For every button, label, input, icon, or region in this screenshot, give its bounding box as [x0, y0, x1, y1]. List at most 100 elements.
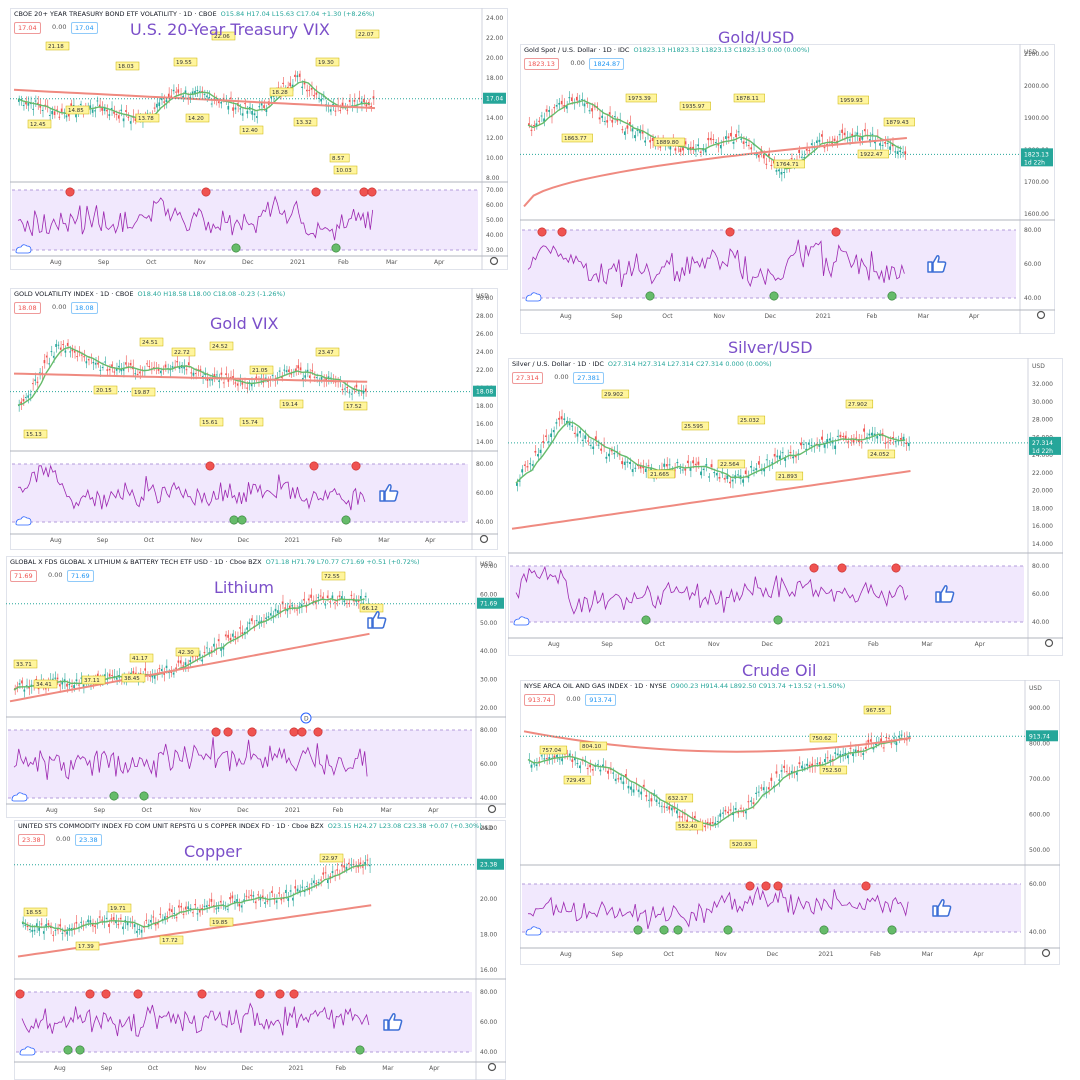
candle — [826, 439, 829, 443]
buy-price[interactable]: 23.38 — [75, 834, 102, 846]
symbol-header[interactable]: UNITED STS COMMODITY INDEX FD COM UNIT R… — [18, 822, 482, 830]
price-annotation: 19.85 — [209, 917, 234, 927]
buy-price[interactable]: 913.74 — [585, 694, 616, 706]
rsi-line — [17, 464, 366, 511]
symbol-header[interactable]: CBOE 20+ YEAR TREASURY BOND ETF VOLATILI… — [14, 10, 375, 18]
candle — [44, 104, 46, 106]
candle — [153, 367, 155, 369]
candle — [776, 455, 779, 458]
chart-title: Silver/USD — [728, 338, 813, 357]
candle — [775, 771, 778, 774]
y-tick-label: 20.00 — [480, 896, 497, 903]
svg-text:17.52: 17.52 — [346, 404, 362, 410]
candle — [329, 377, 332, 379]
candle — [108, 923, 110, 927]
sell-price[interactable]: 17.04 — [14, 22, 41, 34]
symbol-header[interactable]: GOLD VOLATILITY INDEX · 1D · CBOE O18.40 … — [14, 290, 285, 298]
candle — [59, 684, 61, 687]
candle — [712, 139, 715, 141]
candle — [71, 348, 74, 352]
buy-price[interactable]: 18.08 — [71, 302, 98, 314]
buy-price[interactable]: 71.69 — [67, 570, 94, 582]
svg-text:21.665: 21.665 — [650, 472, 670, 478]
overbought-marker — [101, 989, 111, 999]
candle — [730, 132, 732, 137]
currency-label: USD — [1032, 363, 1045, 370]
candle — [303, 890, 306, 893]
candle — [353, 99, 356, 102]
candle — [767, 153, 770, 157]
candle — [900, 734, 903, 736]
symbol-header[interactable]: GLOBAL X FDS GLOBAL X LITHIUM & BATTERY … — [10, 558, 420, 566]
oversold-marker — [237, 515, 247, 525]
sell-price[interactable]: 71.69 — [10, 570, 37, 582]
price-annotation: 72.55 — [321, 571, 346, 581]
svg-text:19.87: 19.87 — [134, 390, 150, 396]
candle — [73, 350, 76, 353]
candle — [649, 140, 652, 143]
buy-price[interactable]: 1824.87 — [589, 58, 625, 70]
candle — [818, 444, 821, 447]
chart-title: Crude Oil — [742, 661, 817, 680]
candle — [304, 375, 307, 378]
candle — [865, 437, 868, 439]
osc-tick-label: 60.00 — [1029, 881, 1046, 888]
candle — [269, 613, 272, 616]
candle — [899, 437, 902, 440]
candle — [287, 898, 290, 901]
candle — [836, 435, 839, 437]
candle — [326, 595, 329, 598]
symbol-header[interactable]: Gold Spot / U.S. Dollar · 1D · IDC O1823.… — [524, 46, 810, 54]
price-annotation: 24.52 — [209, 341, 234, 351]
candle — [80, 354, 83, 356]
svg-text:752.50: 752.50 — [822, 768, 842, 774]
candle — [803, 157, 806, 159]
candle — [45, 355, 48, 358]
candle — [636, 129, 639, 132]
buy-price[interactable]: 27.381 — [573, 372, 604, 384]
candle — [70, 103, 73, 106]
sell-price[interactable]: 27.314 — [512, 372, 543, 384]
candle — [545, 109, 548, 112]
candle — [206, 377, 209, 381]
price-annotation: 42.30 — [175, 647, 200, 657]
candle — [205, 647, 208, 649]
candle — [589, 764, 592, 768]
candle — [56, 109, 58, 111]
candle — [805, 448, 808, 451]
candle — [790, 770, 793, 774]
buy-price[interactable]: 17.04 — [71, 22, 98, 34]
candle — [208, 377, 211, 381]
y-tick-label: 28.00 — [476, 313, 493, 320]
candle — [867, 739, 870, 743]
candle — [201, 659, 203, 662]
sell-price[interactable]: 1823.13 — [524, 58, 559, 70]
thumbs-up-icon — [927, 255, 947, 273]
oversold-marker — [355, 1045, 365, 1055]
symbol-header[interactable]: NYSE ARCA OIL AND GAS INDEX · 1D · NYSE O… — [524, 682, 845, 690]
svg-text:8.57: 8.57 — [332, 156, 345, 162]
candle — [889, 439, 892, 441]
rsi-line — [13, 737, 368, 780]
candle — [673, 806, 676, 810]
thumbs-up-icon — [379, 484, 399, 502]
x-tick-label: 2021 — [285, 807, 300, 814]
candle — [108, 673, 111, 677]
candle — [289, 890, 292, 892]
candle — [626, 125, 629, 129]
candle — [96, 100, 99, 102]
candle — [112, 917, 115, 920]
candle — [601, 115, 604, 118]
symbol-header[interactable]: Silver / U.S. Dollar · 1D · IDC O27.314 H… — [512, 360, 772, 368]
candle — [334, 110, 337, 112]
sell-price[interactable]: 18.08 — [14, 302, 41, 314]
candle — [589, 444, 592, 446]
candle — [241, 113, 244, 116]
candle — [755, 792, 757, 794]
ohlc-values: O71.18 H71.79 L70.77 C71.69 +0.51 (+0.72… — [265, 558, 420, 566]
svg-text:24.52: 24.52 — [212, 344, 228, 350]
candle — [122, 118, 125, 122]
candle — [592, 446, 595, 450]
sell-price[interactable]: 23.38 — [18, 834, 45, 846]
sell-price[interactable]: 913.74 — [524, 694, 555, 706]
